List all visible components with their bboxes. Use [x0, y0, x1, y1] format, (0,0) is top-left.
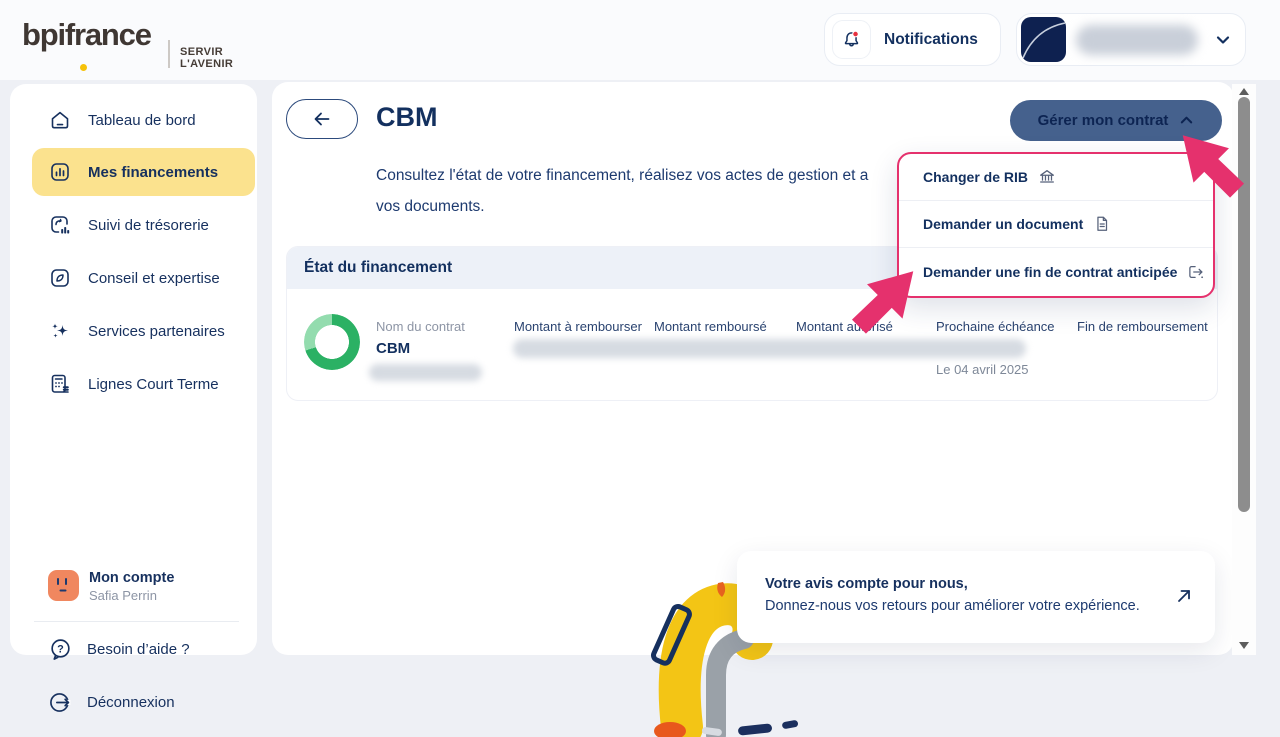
sidebar-label: Conseil et expertise [88, 269, 220, 287]
sidebar-item-suivi-de-tresorerie[interactable]: Suivi de trésorerie [32, 201, 255, 249]
menu-item-label: Demander un document [923, 216, 1084, 232]
description-line2: vos documents. [376, 198, 485, 215]
repayment-progress-donut [304, 314, 360, 370]
sidebar-item-conseil-et-expertise[interactable]: Conseil et expertise [32, 254, 255, 302]
feedback-banner[interactable]: Votre avis compte pour nous, Donnez-nous… [737, 551, 1215, 643]
bank-icon [1040, 170, 1054, 183]
sidebar: Tableau de bord Mes financements Suivi d… [10, 84, 257, 712]
main-content: CBM Gérer mon contrat Consultez l'état d… [272, 82, 1234, 737]
chevron-down-icon [1216, 35, 1230, 44]
scrollbar-thumb[interactable] [1238, 97, 1250, 512]
scrollbar-up-arrow-icon[interactable] [1239, 88, 1249, 95]
notifications-label: Notifications [884, 30, 978, 48]
help-icon: ? [51, 639, 70, 660]
sidebar-label: Lignes Court Terme [88, 375, 219, 393]
amounts-redacted [513, 339, 1026, 358]
sidebar-label: Services partenaires [88, 322, 225, 340]
my-account-title: Mon compte [89, 570, 175, 586]
annotation-cursor-arrow-bottom [851, 271, 914, 334]
sidebar-divider [34, 621, 239, 622]
sidebar-item-tableau-de-bord[interactable]: Tableau de bord [32, 96, 255, 144]
sidebar-item-services-partenaires[interactable]: Services partenaires [32, 307, 255, 355]
back-button[interactable] [286, 99, 358, 139]
sidebar-label: Mes financements [88, 163, 219, 181]
column-montant-a-rembourser: Montant à rembourser [514, 319, 642, 334]
panel-title: État du financement [304, 259, 453, 276]
sidebar-label: Tableau de bord [88, 111, 196, 129]
my-account-name: Safia Perrin [89, 588, 157, 603]
next-due-date: Le 04 avril 2025 [936, 362, 1029, 377]
contract-exit-icon [1189, 265, 1204, 278]
column-prochaine-echeance: Prochaine échéance [936, 319, 1055, 334]
account-selector[interactable] [1016, 13, 1246, 66]
feedback-subtitle: Donnez-nous vos retours pour améliorer v… [765, 598, 1140, 614]
logout-label: Déconnexion [87, 694, 175, 711]
menu-item-label: Demander une fin de contrat anticipée [923, 263, 1178, 280]
logout-icon [50, 693, 71, 712]
sidebar-item-help[interactable]: ? Besoin d’aide ? [48, 637, 190, 662]
sidebar-item-mes-financements[interactable]: Mes financements [32, 148, 255, 196]
annotation-cursor-arrow-top [1182, 135, 1245, 198]
account-name-redacted [1076, 24, 1198, 55]
column-nom-du-contrat: Nom du contrat [376, 319, 465, 334]
menu-item-label: Changer de RIB [923, 169, 1029, 185]
page-description: Consultez l'état de votre financement, r… [376, 160, 976, 222]
user-avatar-icon [48, 570, 79, 601]
column-fin-de-remboursement: Fin de remboursement [1077, 319, 1208, 334]
sidebar-item-lignes-court-terme[interactable]: Lignes Court Terme [32, 360, 255, 408]
company-logo-icon [1021, 17, 1066, 62]
scrollbar-down-arrow-icon[interactable] [1239, 642, 1249, 649]
bell-icon [844, 30, 859, 47]
column-montant-rembourse: Montant remboursé [654, 319, 767, 334]
sidebar-label: Suivi de trésorerie [88, 216, 209, 234]
document-icon [1097, 216, 1108, 231]
notifications-button[interactable]: Notifications [824, 13, 1001, 66]
bpifrance-logo[interactable]: bpifrance SERVIR L'AVENIR [22, 17, 233, 71]
logo-tagline: SERVIR L'AVENIR [180, 46, 234, 70]
manage-contract-button[interactable]: Gérer mon contrat [1010, 100, 1222, 141]
feedback-title: Votre avis compte pour nous, [765, 576, 968, 592]
manage-contract-menu: Changer de RIB Demander un document Dema… [897, 152, 1215, 298]
calculator-icon [51, 374, 69, 393]
top-bar: bpifrance SERVIR L'AVENIR Notifications [0, 0, 1280, 80]
logo-text: bpifrance [22, 17, 152, 52]
manage-contract-label: Gérer mon contrat [1037, 112, 1169, 129]
menu-item-changer-de-rib[interactable]: Changer de RIB [899, 154, 1213, 201]
sparkles-icon [52, 323, 68, 338]
compass-icon [51, 269, 69, 287]
menu-item-demander-document[interactable]: Demander un document [899, 201, 1213, 248]
contract-name: CBM [376, 340, 411, 357]
arrow-left-icon [314, 112, 330, 126]
description-line1: Consultez l'état de votre financement, r… [376, 167, 869, 184]
sidebar-item-logout[interactable]: Déconnexion [48, 690, 175, 715]
svg-text:?: ? [57, 643, 64, 655]
treasury-icon [51, 216, 70, 234]
home-icon [51, 111, 69, 129]
menu-item-fin-de-contrat[interactable]: Demander une fin de contrat anticipée [899, 248, 1213, 295]
logo-divider [168, 40, 170, 68]
sidebar-my-account[interactable]: Mon compte Safia Perrin [48, 570, 174, 603]
page-title: CBM [376, 102, 438, 132]
chevron-up-icon [1181, 116, 1193, 124]
logo-yellow-dot-icon [80, 64, 87, 71]
bell-icon-box [832, 20, 871, 59]
bar-chart-icon [51, 163, 69, 181]
external-link-icon [1178, 590, 1190, 602]
help-label: Besoin d’aide ? [87, 641, 190, 658]
contract-ref-redacted [369, 364, 482, 381]
